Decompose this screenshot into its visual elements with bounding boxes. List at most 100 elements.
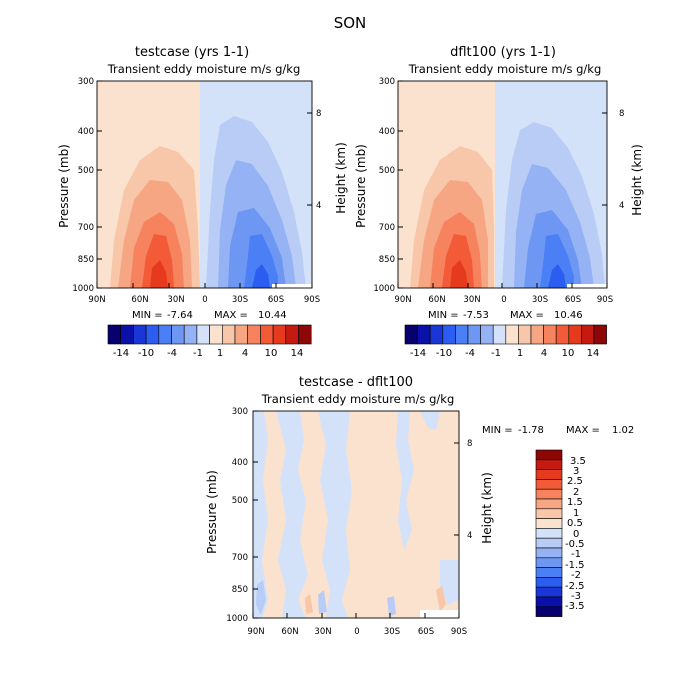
colorbar-label: 2 [573, 487, 579, 498]
colorbar-swatch [535, 528, 563, 539]
y-right-tick-label: 4 [619, 201, 624, 211]
colorbar-swatch [260, 324, 274, 345]
x-tick-label: 90N [88, 295, 105, 305]
max-label: MAX = [566, 425, 600, 436]
x-tick-label: 60S [268, 295, 284, 305]
y-tick-label: 1000 [72, 284, 94, 294]
colorbar-labels: -14 -10 -4 -1 1 4 10 14 [410, 348, 600, 359]
colorbar-label: -1 [193, 348, 203, 359]
panel-subtitle: Transient eddy moisture m/s g/kg [107, 62, 301, 76]
region-neg-3 [252, 264, 270, 288]
y-tick-label: 300 [78, 77, 94, 87]
min-value: -1.78 [518, 425, 544, 436]
colorbar-label: 3 [573, 466, 579, 477]
colorbar-label: 1 [217, 348, 223, 359]
max-label: MAX = [510, 310, 544, 321]
y-right-tick-label: 4 [316, 201, 321, 211]
colorbar-label: -14 [113, 348, 129, 359]
colorbar-swatch [196, 324, 210, 345]
max-value: 10.46 [554, 310, 583, 321]
y-ticks-right: 8 4 [602, 109, 624, 211]
colorbar-label: -2.5 [565, 581, 585, 592]
colorbar-swatch [429, 324, 444, 345]
colorbar-label: 1.5 [567, 497, 583, 508]
region-pos-0 [253, 411, 459, 618]
y-right-tick-label: 8 [316, 109, 321, 119]
region-neg-3 [548, 264, 566, 288]
colorbar-swatch [581, 324, 595, 345]
y-right-tick-label: 8 [619, 109, 624, 119]
x-tick-label: 30N [167, 295, 184, 305]
colorbar-labels: -14 -10 -4 -1 1 4 10 14 [113, 348, 304, 359]
colorbar-swatch [535, 586, 563, 598]
colorbar-swatch [120, 324, 134, 345]
colorbar-swatch [535, 547, 563, 559]
colorbar-label: 14 [291, 348, 304, 359]
y-tick-label: 850 [379, 255, 395, 265]
region-neg-05 [318, 590, 327, 614]
y-right-tick-label: 4 [467, 531, 472, 541]
y-axis-label-right: Height (km) [334, 142, 348, 213]
panel-testcase: testcase (yrs 1-1) Transient eddy moistu… [57, 45, 348, 359]
colorbar-swatch [518, 324, 532, 345]
colorbar-swatch [530, 324, 544, 345]
colorbar-label: 3.5 [570, 456, 586, 467]
region-neg-0 [276, 411, 308, 618]
panel-difference: testcase - dflt100 Transient eddy moistu… [205, 375, 634, 637]
colorbar-vertical [535, 449, 563, 617]
max-value: 1.02 [612, 425, 634, 436]
colorbar-label: -3 [571, 591, 581, 602]
y-tick-label: 1000 [373, 284, 395, 294]
colorbar-label: -1.5 [565, 560, 585, 571]
region-pos-05 [436, 586, 446, 612]
y-ticks-right: 8 4 [454, 439, 472, 541]
colorbar-swatch [535, 606, 563, 617]
colorbar-label: 4 [541, 348, 547, 359]
y-tick-label: 700 [379, 223, 395, 233]
colorbar-label: -1 [571, 549, 581, 560]
colorbar-label: 2.5 [567, 476, 583, 487]
colorbar-horizontal [107, 324, 312, 345]
x-ticks: 90N 60N 30N 0 30S 60S 90S [88, 283, 320, 305]
blank-corner [567, 284, 607, 288]
x-tick-label: 0 [501, 295, 506, 305]
colorbar-label: 10 [265, 348, 278, 359]
x-tick-label: 60S [418, 627, 434, 637]
y-tick-label: 500 [78, 166, 94, 176]
x-tick-label: 60N [131, 295, 148, 305]
region-neg-0 [318, 411, 352, 618]
y-ticks-left: 300 400 500 700 850 1000 [72, 77, 102, 294]
region-pos-3 [150, 260, 168, 288]
colorbar-swatch [492, 324, 507, 345]
x-tick-label: 90S [597, 295, 613, 305]
x-tick-label: 60S [565, 295, 581, 305]
min-label: MIN = [132, 310, 163, 321]
colorbar-label: 10 [562, 348, 575, 359]
y-axis-label-right: Height (km) [630, 144, 644, 215]
colorbar-swatch [209, 324, 223, 345]
x-tick-label: 0 [202, 295, 207, 305]
colorbar-label: 0.5 [567, 518, 583, 529]
colorbar-swatch [535, 567, 563, 578]
colorbar-swatch [133, 324, 147, 345]
colorbar-swatch [535, 577, 563, 588]
y-tick-label: 850 [232, 585, 248, 595]
colorbar-label: -1 [491, 348, 501, 359]
y-axis-label-right: Height (km) [480, 472, 494, 543]
x-tick-label: 30S [232, 295, 248, 305]
colorbar-swatch [543, 324, 557, 345]
colorbar-label: -2 [571, 570, 581, 581]
max-label: MAX = [214, 310, 248, 321]
y-ticks-left: 300 400 500 700 850 1000 [373, 77, 403, 294]
colorbar-label: -10 [436, 348, 452, 359]
y-tick-label: 1000 [226, 614, 248, 624]
y-right-tick-label: 8 [467, 439, 472, 449]
colorbar-swatch [404, 324, 418, 345]
contour-field [253, 411, 459, 618]
y-ticks-left: 300 400 500 700 850 1000 [226, 407, 258, 624]
y-tick-label: 300 [232, 407, 248, 417]
min-value: -7.64 [167, 310, 193, 321]
colorbar-label: -4 [167, 348, 177, 359]
colorbar-swatch [535, 518, 563, 529]
colorbar-swatch [535, 488, 563, 500]
